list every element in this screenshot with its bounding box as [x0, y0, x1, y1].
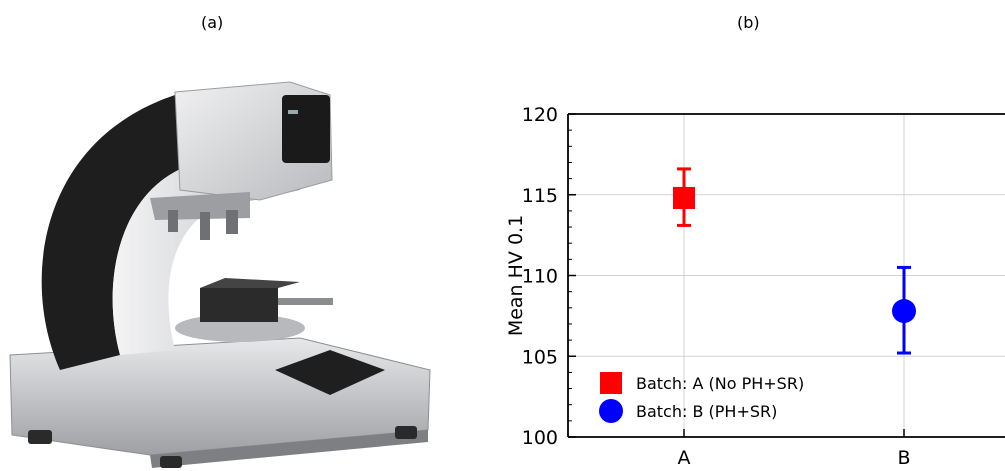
panel-label-b: (b): [737, 13, 760, 32]
y-axis-label: Mean HV 0.1: [505, 215, 527, 336]
y-tick-label: 110: [522, 266, 558, 288]
data-points: [673, 167, 916, 355]
y-tick-label: 115: [522, 185, 558, 207]
tester-head: [150, 81, 333, 240]
legend-label: Batch: A (No PH+SR): [636, 374, 804, 393]
y-tick-label: 100: [522, 427, 558, 449]
data-point-a: [673, 167, 695, 227]
x-tick-label: A: [678, 447, 691, 469]
tester-base: [9, 337, 431, 468]
y-tick-label: 120: [522, 104, 558, 126]
legend-marker-circle: [599, 399, 623, 423]
microhardness-tester-photo: [9, 81, 431, 468]
tester-stage: [175, 278, 333, 342]
legend: Batch: A (No PH+SR) Batch: B (PH+SR): [599, 372, 804, 423]
panel-label-a: (a): [201, 13, 224, 32]
y-tick-label: 105: [522, 346, 558, 368]
marker-square: [673, 186, 695, 209]
legend-label: Batch: B (PH+SR): [636, 402, 777, 421]
y-axis: 100 105 110 115 120: [522, 104, 576, 449]
legend-item-b: Batch: B (PH+SR): [599, 399, 777, 423]
x-tick-label: B: [897, 447, 910, 469]
legend-item-a: Batch: A (No PH+SR): [600, 372, 804, 394]
legend-marker-square: [600, 372, 622, 394]
marker-circle: [892, 299, 916, 324]
data-point-b: [892, 265, 916, 355]
